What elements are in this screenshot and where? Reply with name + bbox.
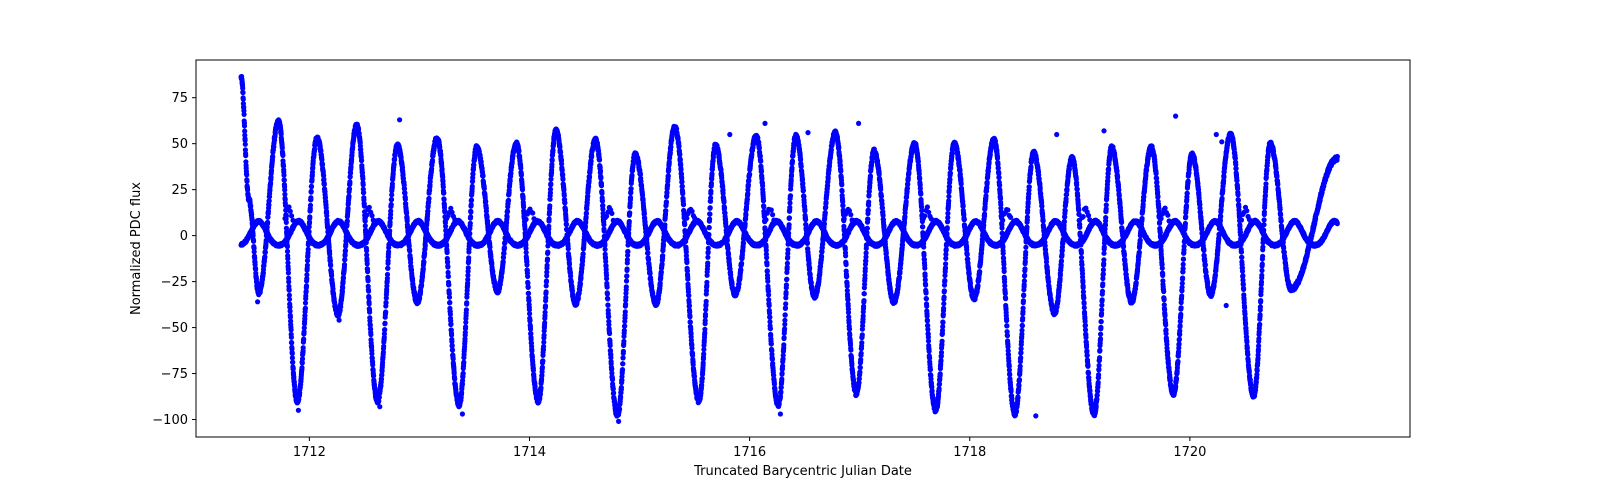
x-tick-label: 1716 <box>733 445 766 460</box>
x-tick-label: 1718 <box>953 445 986 460</box>
plot-frame <box>195 59 1411 438</box>
y-tick-label: −25 <box>161 275 188 290</box>
y-tick-label: −75 <box>161 367 188 382</box>
y-axis-label: Normalized PDC flux <box>129 182 144 315</box>
y-tick-label: 25 <box>171 183 188 198</box>
x-tick-label: 1714 <box>513 445 546 460</box>
y-tick-label: 0 <box>180 229 188 244</box>
y-tick-label: 75 <box>171 91 188 106</box>
x-tick-label: 1720 <box>1173 445 1206 460</box>
x-tick-label: 1712 <box>293 445 326 460</box>
y-tick-label: 50 <box>171 137 188 152</box>
y-axis-ticks: 75 50 25 0 −25 −50 −75 −100 <box>152 91 196 428</box>
y-tick-label: −50 <box>161 321 188 336</box>
x-axis-ticks: 1712 1714 1716 1718 1720 <box>293 437 1206 460</box>
x-axis-label: Truncated Barycentric Julian Date <box>693 464 912 479</box>
y-tick-label: −100 <box>152 413 188 428</box>
scatter-points <box>238 73 1340 424</box>
